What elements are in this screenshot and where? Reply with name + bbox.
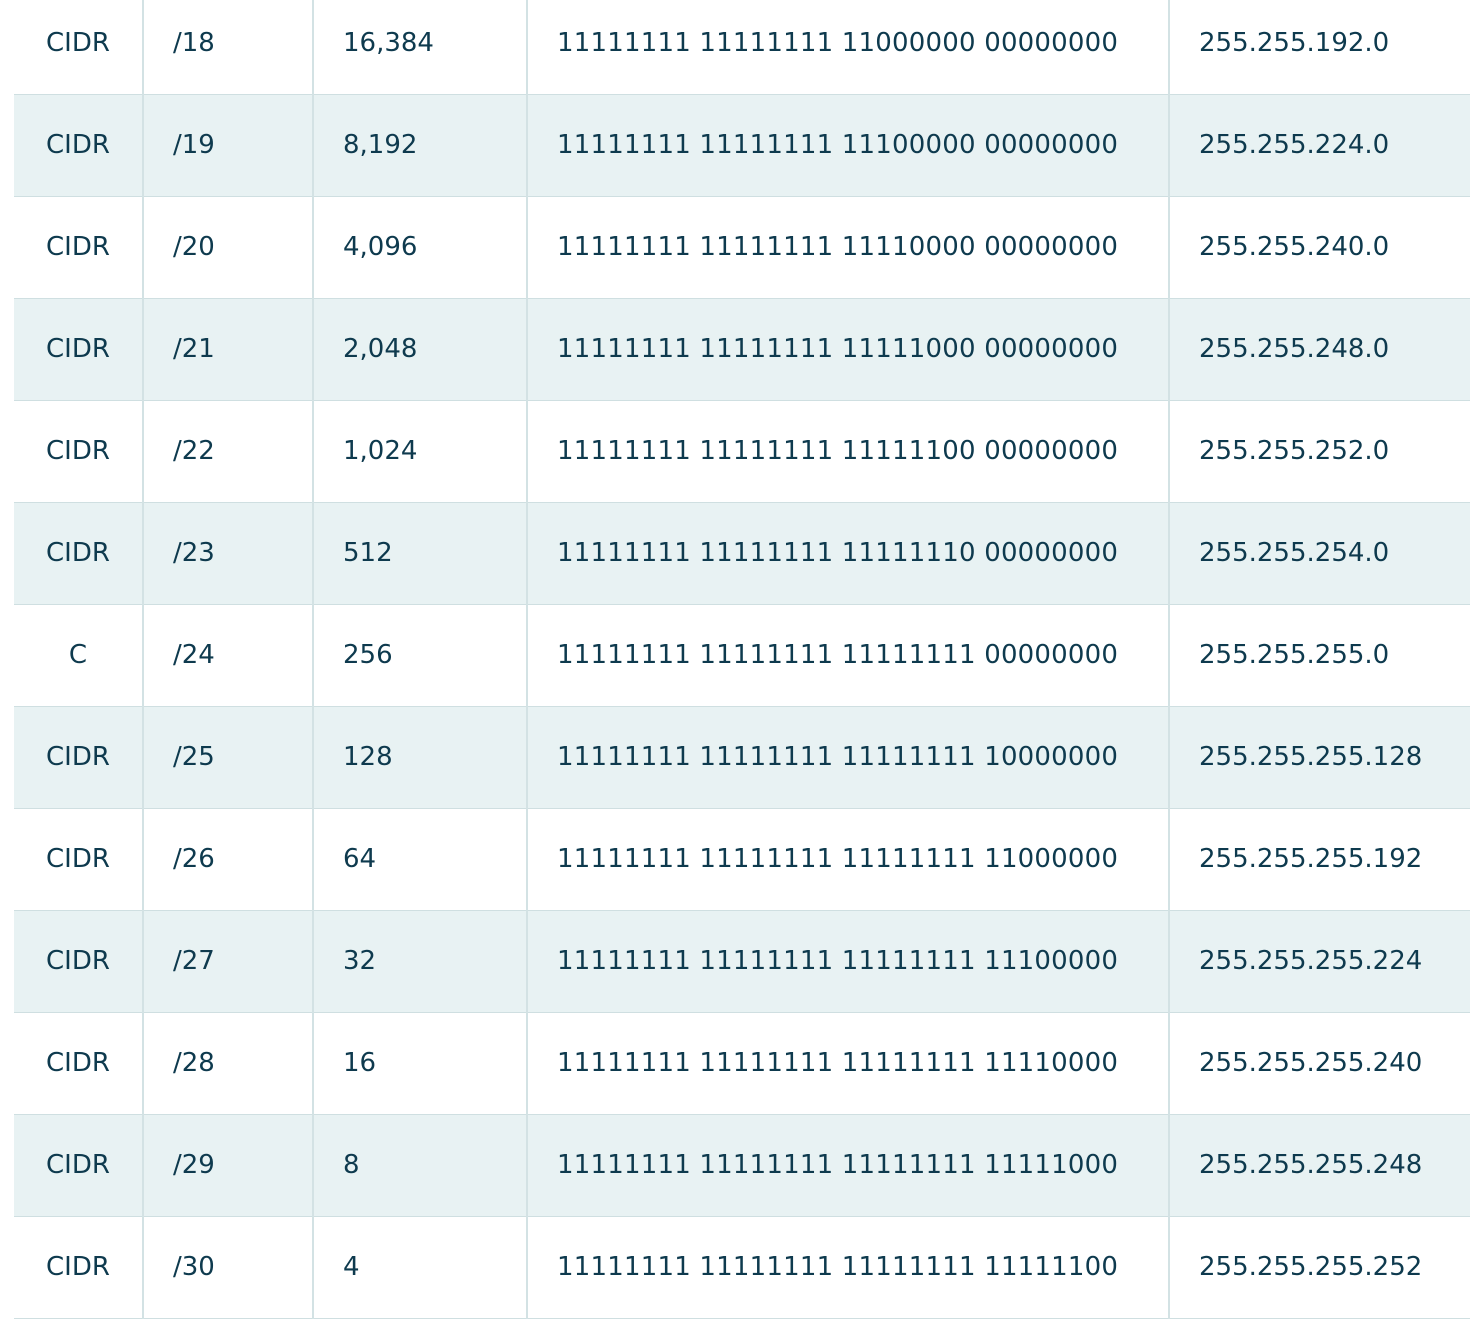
binary-mask-cell: 11111111 11111111 11111111 00000000	[526, 603, 1169, 707]
prefix-cell: /22	[142, 399, 313, 503]
address-class-cell: CIDR	[14, 1011, 143, 1115]
table-row: CIDR /28 16 11111111 11111111 11111111 1…	[14, 1011, 1470, 1115]
subnet-mask-cell: 255.255.255.192	[1168, 807, 1470, 911]
table-row: CIDR /27 32 11111111 11111111 11111111 1…	[14, 909, 1470, 1013]
prefix-cell: /26	[142, 807, 313, 911]
prefix-cell: /30	[142, 1215, 313, 1319]
subnet-mask-cell: 255.255.240.0	[1168, 195, 1470, 299]
address-class-cell: CIDR	[14, 501, 143, 605]
table-row: CIDR /25 128 11111111 11111111 11111111 …	[14, 705, 1470, 809]
binary-mask-cell: 11111111 11111111 11111111 11111100	[526, 1215, 1169, 1319]
address-class-cell: C	[14, 603, 143, 707]
table-row: CIDR /22 1,024 11111111 11111111 1111110…	[14, 399, 1470, 503]
address-class-cell: CIDR	[14, 297, 143, 401]
prefix-cell: /28	[142, 1011, 313, 1115]
host-count-cell: 4	[312, 1215, 527, 1319]
subnet-mask-table: CIDR /18 16,384 11111111 11111111 110000…	[14, 0, 1470, 1319]
binary-mask-cell: 11111111 11111111 11100000 00000000	[526, 93, 1169, 197]
binary-mask-cell: 11111111 11111111 11111111 11110000	[526, 1011, 1169, 1115]
binary-mask-cell: 11111111 11111111 11110000 00000000	[526, 195, 1169, 299]
prefix-cell: /18	[142, 0, 313, 95]
binary-mask-cell: 11111111 11111111 11111111 11000000	[526, 807, 1169, 911]
host-count-cell: 16	[312, 1011, 527, 1115]
prefix-cell: /21	[142, 297, 313, 401]
prefix-cell: /29	[142, 1113, 313, 1217]
host-count-cell: 1,024	[312, 399, 527, 503]
table-row: CIDR /26 64 11111111 11111111 11111111 1…	[14, 807, 1470, 911]
subnet-mask-cell: 255.255.255.128	[1168, 705, 1470, 809]
host-count-cell: 8	[312, 1113, 527, 1217]
subnet-mask-cell: 255.255.224.0	[1168, 93, 1470, 197]
address-class-cell: CIDR	[14, 705, 143, 809]
binary-mask-cell: 11111111 11111111 11111111 11111000	[526, 1113, 1169, 1217]
table-row: CIDR /30 4 11111111 11111111 11111111 11…	[14, 1215, 1470, 1319]
address-class-cell: CIDR	[14, 807, 143, 911]
table-row: CIDR /29 8 11111111 11111111 11111111 11…	[14, 1113, 1470, 1217]
table-row: CIDR /18 16,384 11111111 11111111 110000…	[14, 0, 1470, 95]
prefix-cell: /27	[142, 909, 313, 1013]
binary-mask-cell: 11111111 11111111 11111111 11100000	[526, 909, 1169, 1013]
table-row: CIDR /21 2,048 11111111 11111111 1111100…	[14, 297, 1470, 401]
binary-mask-cell: 11111111 11111111 11111111 10000000	[526, 705, 1169, 809]
subnet-mask-cell: 255.255.255.0	[1168, 603, 1470, 707]
binary-mask-cell: 11111111 11111111 11111100 00000000	[526, 399, 1169, 503]
subnet-table-container: CIDR /18 16,384 11111111 11111111 110000…	[14, 0, 1470, 1319]
table-body: CIDR /18 16,384 11111111 11111111 110000…	[14, 0, 1470, 1319]
subnet-mask-cell: 255.255.255.252	[1168, 1215, 1470, 1319]
binary-mask-cell: 11111111 11111111 11111000 00000000	[526, 297, 1169, 401]
host-count-cell: 2,048	[312, 297, 527, 401]
subnet-mask-cell: 255.255.248.0	[1168, 297, 1470, 401]
subnet-mask-cell: 255.255.255.248	[1168, 1113, 1470, 1217]
address-class-cell: CIDR	[14, 93, 143, 197]
binary-mask-cell: 11111111 11111111 11111110 00000000	[526, 501, 1169, 605]
address-class-cell: CIDR	[14, 1215, 143, 1319]
address-class-cell: CIDR	[14, 909, 143, 1013]
host-count-cell: 512	[312, 501, 527, 605]
subnet-mask-cell: 255.255.255.224	[1168, 909, 1470, 1013]
address-class-cell: CIDR	[14, 1113, 143, 1217]
host-count-cell: 8,192	[312, 93, 527, 197]
host-count-cell: 4,096	[312, 195, 527, 299]
prefix-cell: /23	[142, 501, 313, 605]
table-row: C /24 256 11111111 11111111 11111111 000…	[14, 603, 1470, 707]
table-row: CIDR /23 512 11111111 11111111 11111110 …	[14, 501, 1470, 605]
address-class-cell: CIDR	[14, 195, 143, 299]
host-count-cell: 128	[312, 705, 527, 809]
subnet-mask-cell: 255.255.254.0	[1168, 501, 1470, 605]
address-class-cell: CIDR	[14, 0, 143, 95]
subnet-mask-cell: 255.255.192.0	[1168, 0, 1470, 95]
subnet-mask-cell: 255.255.255.240	[1168, 1011, 1470, 1115]
prefix-cell: /20	[142, 195, 313, 299]
binary-mask-cell: 11111111 11111111 11000000 00000000	[526, 0, 1169, 95]
prefix-cell: /24	[142, 603, 313, 707]
prefix-cell: /19	[142, 93, 313, 197]
table-row: CIDR /20 4,096 11111111 11111111 1111000…	[14, 195, 1470, 299]
table-row: CIDR /19 8,192 11111111 11111111 1110000…	[14, 93, 1470, 197]
host-count-cell: 64	[312, 807, 527, 911]
subnet-mask-cell: 255.255.252.0	[1168, 399, 1470, 503]
host-count-cell: 32	[312, 909, 527, 1013]
host-count-cell: 16,384	[312, 0, 527, 95]
address-class-cell: CIDR	[14, 399, 143, 503]
prefix-cell: /25	[142, 705, 313, 809]
host-count-cell: 256	[312, 603, 527, 707]
